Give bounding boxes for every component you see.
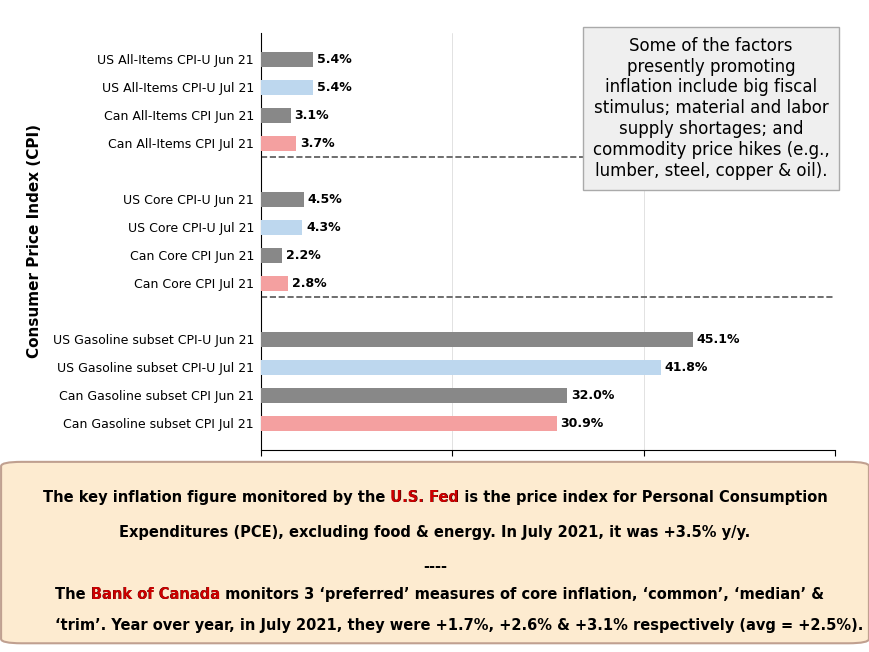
Text: 32.0%: 32.0%: [570, 389, 614, 402]
Text: 2.8%: 2.8%: [291, 276, 326, 289]
Text: Some of the factors
presently promoting
inflation include big fiscal
stimulus; m: Some of the factors presently promoting …: [592, 37, 828, 179]
Bar: [261, 331, 692, 347]
Text: ----: ----: [422, 559, 447, 574]
Text: 3.7%: 3.7%: [300, 137, 335, 150]
X-axis label: Year-over-Year % Change: Year-over-Year % Change: [441, 482, 654, 497]
Text: The key inflation figure monitored by the U.S. Fed is the price index for Person: The key inflation figure monitored by th…: [43, 490, 826, 505]
Bar: [261, 248, 282, 263]
Bar: [261, 108, 290, 123]
Text: U.S. Fed: U.S. Fed: [389, 490, 458, 505]
Text: 3.1%: 3.1%: [294, 109, 328, 122]
Bar: [261, 192, 304, 207]
Text: 5.4%: 5.4%: [316, 53, 351, 66]
Text: Bank of Canada: Bank of Canada: [90, 587, 220, 602]
Text: The Bank of Canada monitors 3 ‘preferred’ measures of core inflation, ‘common’, : The Bank of Canada monitors 3 ‘preferred…: [55, 587, 823, 602]
Bar: [261, 387, 567, 403]
Bar: [261, 136, 296, 151]
Text: 5.4%: 5.4%: [316, 81, 351, 94]
Text: 4.3%: 4.3%: [306, 221, 340, 234]
Text: 41.8%: 41.8%: [664, 361, 707, 374]
Text: 30.9%: 30.9%: [560, 417, 603, 430]
Bar: [261, 276, 288, 291]
Bar: [261, 80, 312, 95]
Text: Expenditures (PCE), excluding food & energy. In July 2021, it was +3.5% y/y.: Expenditures (PCE), excluding food & ene…: [119, 525, 750, 540]
Text: 2.2%: 2.2%: [286, 248, 321, 261]
Text: 45.1%: 45.1%: [695, 333, 739, 346]
Bar: [261, 359, 660, 375]
FancyBboxPatch shape: [1, 462, 868, 644]
Text: 4.5%: 4.5%: [308, 193, 342, 206]
Y-axis label: Consumer Price Index (CPI): Consumer Price Index (CPI): [27, 125, 42, 358]
Text: ‘trim’. Year over year, in July 2021, they were +1.7%, +2.6% & +3.1% respectivel: ‘trim’. Year over year, in July 2021, th…: [55, 618, 862, 633]
Bar: [261, 52, 312, 67]
Bar: [261, 415, 556, 431]
Bar: [261, 220, 302, 235]
